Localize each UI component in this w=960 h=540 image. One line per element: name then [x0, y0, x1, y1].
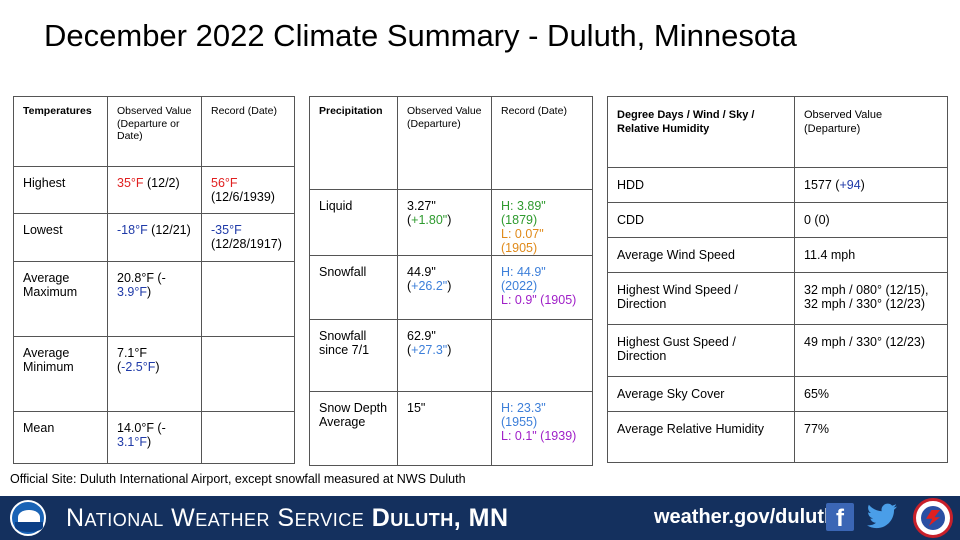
row-label-avg-min: Average Minimum	[13, 336, 108, 412]
row-label-sky: Average Sky Cover	[607, 376, 795, 412]
nws-seal-icon	[913, 498, 953, 538]
snowfall-observed: 44.9" (+26.2")	[397, 255, 492, 320]
cdd-observed: 0 (0)	[794, 202, 948, 238]
website-link[interactable]: weather.gov/duluth	[654, 506, 837, 528]
record-header: Record (Date)	[491, 96, 593, 190]
row-label-cdd: CDD	[607, 202, 795, 238]
snowfall-since-record	[491, 319, 593, 392]
mean-record	[201, 411, 295, 464]
temperatures-header: Temperatures	[13, 96, 108, 167]
high-wind-observed: 32 mph / 080° (12/15), 32 mph / 330° (12/…	[794, 272, 948, 325]
avg-max-observed: 20.8°F (- 3.9°F)	[107, 261, 202, 337]
observed-header: Observed Value (Departure or Date)	[107, 96, 202, 167]
row-label-snowfall-since: Snowfall since 7/1	[309, 319, 398, 392]
row-label-high-wind: Highest Wind Speed / Direction	[607, 272, 795, 325]
row-label-rh: Average Relative Humidity	[607, 411, 795, 463]
noaa-logo-icon	[10, 500, 46, 536]
snow-depth-record: H: 23.3" (1955) L: 0.1" (1939)	[491, 391, 593, 466]
row-label-snowfall: Snowfall	[309, 255, 398, 320]
lowest-record: -35°F (12/28/1917)	[201, 213, 295, 262]
rh-observed: 77%	[794, 411, 948, 463]
row-label-hdd: HDD	[607, 167, 795, 203]
row-label-high-gust: Highest Gust Speed / Direction	[607, 324, 795, 377]
footer-banner: National Weather Service Duluth, MN weat…	[0, 496, 960, 540]
degree-days-header: Degree Days / Wind / Sky / Relative Humi…	[607, 96, 795, 168]
precipitation-table: Precipitation Observed Value (Departure)…	[309, 96, 593, 466]
high-gust-observed: 49 mph / 330° (12/23)	[794, 324, 948, 377]
avg-min-observed: 7.1°F (-2.5°F)	[107, 336, 202, 412]
lowest-observed: -18°F (12/21)	[107, 213, 202, 262]
sky-observed: 65%	[794, 376, 948, 412]
avg-min-record	[201, 336, 295, 412]
liquid-record: H: 3.89" (1879) L: 0.07" (1905)	[491, 189, 593, 256]
page-title: December 2022 Climate Summary - Duluth, …	[44, 18, 797, 53]
row-label-snow-depth: Snow Depth Average	[309, 391, 398, 466]
nws-office-name: National Weather Service Duluth, MN	[66, 504, 509, 532]
hdd-observed: 1577 (+94)	[794, 167, 948, 203]
twitter-icon[interactable]	[866, 503, 898, 531]
row-label-avg-max: Average Maximum	[13, 261, 108, 337]
row-label-liquid: Liquid	[309, 189, 398, 256]
avg-max-record	[201, 261, 295, 337]
row-label-highest: Highest	[13, 166, 108, 214]
record-header: Record (Date)	[201, 96, 295, 167]
mean-observed: 14.0°F (- 3.1°F)	[107, 411, 202, 464]
observed-header: Observed Value (Departure)	[397, 96, 492, 190]
row-label-mean: Mean	[13, 411, 108, 464]
avg-wind-observed: 11.4 mph	[794, 237, 948, 273]
row-label-lowest: Lowest	[13, 213, 108, 262]
row-label-avg-wind: Average Wind Speed	[607, 237, 795, 273]
liquid-observed: 3.27" (+1.80")	[397, 189, 492, 256]
degree-days-table: Degree Days / Wind / Sky / Relative Humi…	[607, 96, 948, 463]
footnote: Official Site: Duluth International Airp…	[10, 472, 466, 486]
observed-header: Observed Value (Departure)	[794, 96, 948, 168]
snow-depth-observed: 15"	[397, 391, 492, 466]
facebook-icon[interactable]: f	[826, 503, 854, 531]
highest-record: 56°F (12/6/1939)	[201, 166, 295, 214]
precipitation-header: Precipitation	[309, 96, 398, 190]
snowfall-since-observed: 62.9" (+27.3")	[397, 319, 492, 392]
highest-observed: 35°F (12/2)	[107, 166, 202, 214]
temperatures-table: Temperatures Observed Value (Departure o…	[13, 96, 295, 464]
snowfall-record: H: 44.9" (2022) L: 0.9" (1905)	[491, 255, 593, 320]
